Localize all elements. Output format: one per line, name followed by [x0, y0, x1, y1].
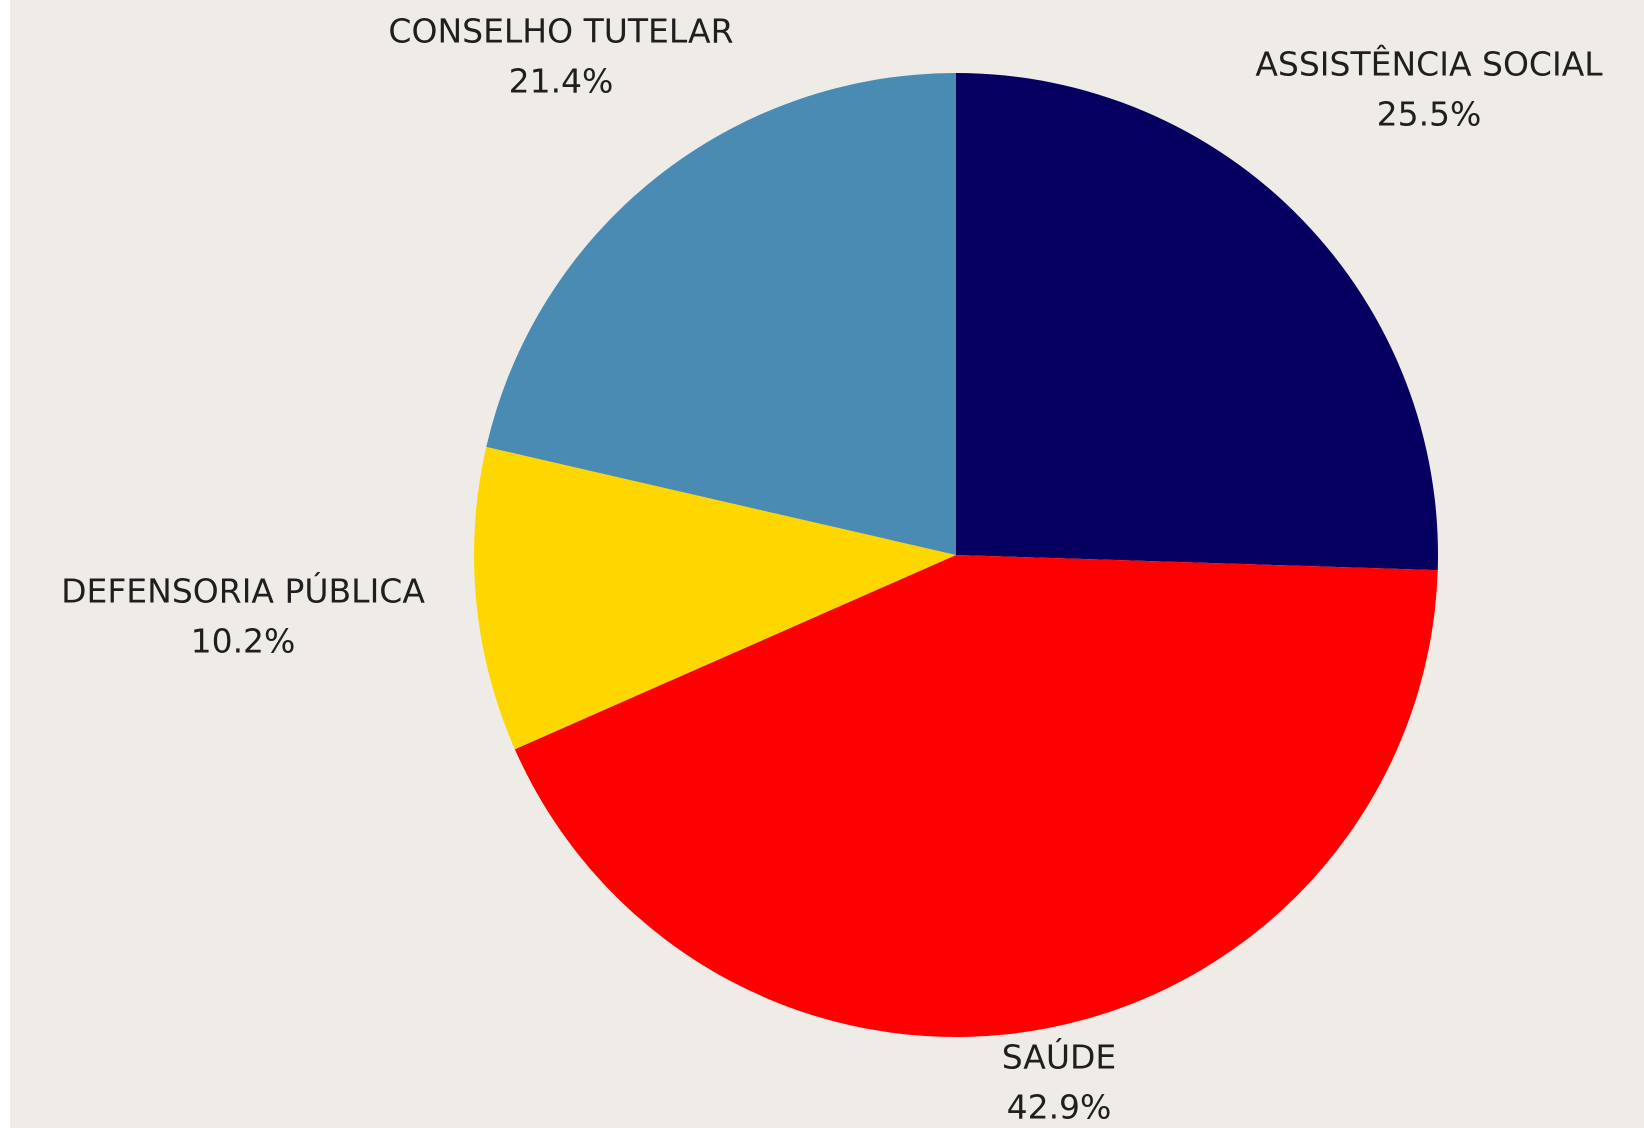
- slice-label: ASSISTÊNCIA SOCIAL: [1255, 44, 1603, 84]
- pie-slice: [473, 446, 956, 750]
- slice-value-label: 42.9%: [1007, 1088, 1112, 1127]
- pie-slice: [514, 555, 1438, 1038]
- slice-value-label: 25.5%: [1377, 95, 1482, 134]
- pie-slice: [486, 73, 956, 555]
- slice-label: CONSELHO TUTELAR: [388, 12, 733, 51]
- slice-label: SAÚDE: [1002, 1037, 1117, 1077]
- slice-label: DEFENSORIA PÚBLICA: [61, 571, 425, 611]
- slice-value-label: 10.2%: [191, 622, 296, 661]
- slice-value-label: 21.4%: [509, 62, 614, 101]
- pie-slice: [956, 73, 1438, 571]
